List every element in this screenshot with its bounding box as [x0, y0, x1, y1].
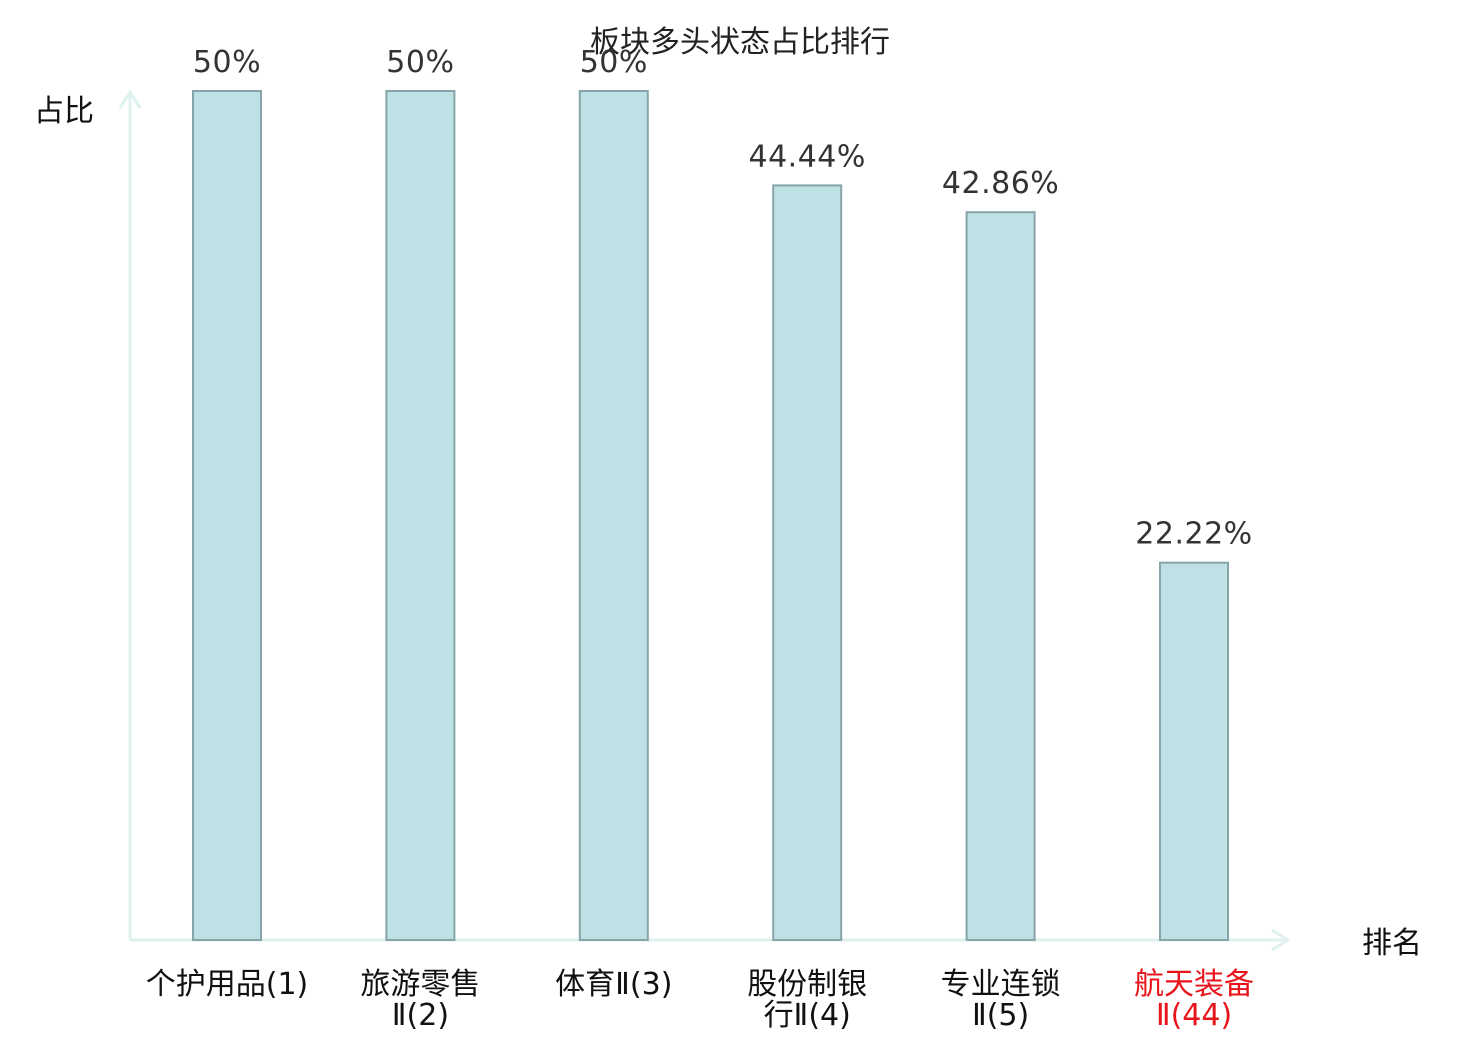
bar-6	[1159, 561, 1229, 941]
value-label-3: 50%	[580, 45, 648, 80]
value-label-4: 44.44%	[749, 139, 866, 174]
value-label-1: 50%	[193, 45, 261, 80]
bars	[192, 90, 1229, 941]
bar-5	[965, 211, 1036, 941]
bar-4	[772, 184, 843, 941]
bar-2	[385, 90, 456, 941]
category-label-5: 专业连锁 Ⅱ(5)	[941, 967, 1061, 1033]
value-labels: 50% 50% 50% 44.44% 42.86% 22.22%	[193, 45, 1252, 552]
category-label-1: 个护用品(1)	[146, 967, 309, 1002]
category-label-4: 股份制银行Ⅱ(4)	[747, 967, 867, 1033]
value-label-2: 50%	[386, 45, 454, 80]
chart-title: 板块多头状态占比排行	[590, 25, 890, 60]
category-label-3: 体育Ⅱ(3)	[555, 967, 672, 1002]
value-label-5: 42.86%	[942, 166, 1059, 201]
category-labels: 个护用品(1) 旅游零售 Ⅱ(2) 体育Ⅱ(3) 股份制银行Ⅱ(4) 专业连锁 Ⅱ(5) 航天…	[146, 967, 1254, 1033]
axes	[118, 89, 1291, 952]
y-axis-label: 占比	[34, 94, 94, 129]
x-axis-arrow	[1271, 928, 1291, 952]
x-axis-label: 排名	[1362, 926, 1422, 961]
value-label-6: 22.22%	[1135, 517, 1252, 552]
category-label-6: 航天装备 Ⅱ(44)	[1134, 967, 1254, 1033]
y-axis-arrow	[118, 89, 142, 109]
bar-1	[192, 90, 262, 941]
bar-3	[578, 90, 649, 941]
category-label-2: 旅游零售 Ⅱ(2)	[360, 967, 480, 1033]
